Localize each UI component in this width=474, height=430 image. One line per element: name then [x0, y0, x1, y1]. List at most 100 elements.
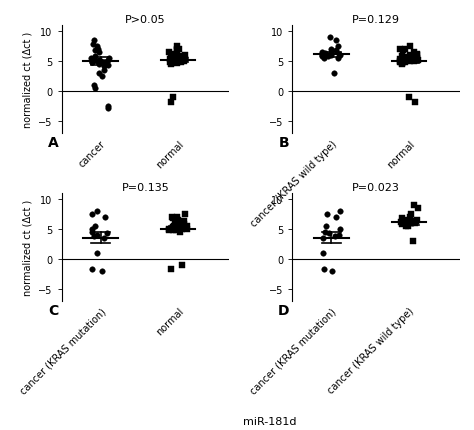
Point	[405, 94, 412, 101]
Point	[178, 224, 186, 230]
Point	[401, 57, 409, 64]
Point	[322, 51, 329, 58]
Point	[171, 57, 178, 64]
Point	[181, 52, 189, 59]
Point	[406, 52, 414, 59]
Point	[404, 223, 412, 230]
Text: A: A	[47, 136, 58, 150]
Point	[324, 211, 331, 218]
Point	[95, 49, 102, 56]
Point	[168, 214, 176, 221]
Point	[406, 214, 414, 221]
Point	[88, 59, 95, 66]
Point	[173, 222, 181, 229]
Point	[396, 59, 404, 66]
Point	[102, 61, 110, 68]
Point	[181, 56, 189, 63]
Point	[336, 52, 344, 59]
Point	[327, 46, 335, 53]
Point	[413, 55, 420, 62]
Point	[407, 55, 415, 62]
Point	[324, 53, 332, 60]
Point	[88, 226, 95, 233]
Point	[397, 219, 405, 226]
Point	[169, 224, 177, 231]
Point	[414, 51, 421, 58]
Point	[405, 55, 413, 62]
Point	[334, 55, 342, 62]
Point	[320, 55, 328, 62]
Point	[98, 58, 105, 65]
Point	[100, 63, 108, 70]
Point	[401, 46, 409, 53]
Point	[104, 62, 111, 69]
Point	[333, 214, 340, 221]
Point	[409, 218, 416, 225]
Point	[104, 57, 111, 64]
Point	[411, 220, 419, 227]
Point	[89, 266, 96, 273]
Point	[335, 232, 343, 239]
Point	[181, 211, 189, 218]
Point	[319, 249, 327, 256]
Y-axis label: normalized ct (Δct ): normalized ct (Δct )	[23, 32, 33, 128]
Point	[104, 230, 111, 237]
Point	[319, 54, 326, 61]
Point	[89, 56, 97, 63]
Point	[410, 56, 418, 63]
Point	[90, 37, 98, 44]
Point	[177, 59, 184, 66]
Point	[414, 57, 421, 64]
Point	[409, 54, 416, 61]
Point	[169, 59, 176, 66]
Point	[95, 71, 103, 77]
Point	[180, 58, 187, 65]
Point	[172, 52, 179, 59]
Point	[328, 49, 335, 56]
Point	[169, 227, 176, 233]
Point	[101, 214, 109, 221]
Point	[101, 59, 109, 66]
Point	[180, 225, 187, 232]
Point	[95, 57, 103, 64]
Point	[176, 223, 183, 230]
Point	[173, 227, 180, 234]
Point	[168, 51, 175, 58]
Point	[401, 59, 409, 66]
Point	[402, 55, 410, 61]
Point	[183, 226, 191, 233]
Point	[410, 49, 418, 56]
Point	[88, 59, 96, 66]
Point	[332, 48, 339, 55]
Point	[170, 223, 178, 230]
Point	[183, 223, 191, 230]
Title: P=0.023: P=0.023	[352, 182, 400, 192]
Point	[93, 58, 101, 65]
Point	[106, 55, 113, 62]
Point	[90, 82, 98, 89]
Point	[173, 46, 181, 53]
Point	[406, 43, 414, 50]
Point	[398, 215, 405, 222]
Point	[328, 52, 335, 59]
Point	[320, 266, 328, 273]
Point	[169, 57, 177, 64]
Point	[172, 220, 179, 227]
Point	[95, 61, 103, 68]
Point	[319, 49, 326, 56]
Point	[320, 52, 328, 58]
Point	[168, 55, 175, 61]
Point	[174, 58, 182, 64]
Point	[407, 220, 415, 227]
Point	[410, 202, 418, 209]
Point	[104, 103, 111, 110]
Text: C: C	[48, 303, 58, 317]
Point	[178, 226, 186, 233]
Point	[403, 217, 410, 224]
Text: B: B	[279, 136, 289, 150]
Point	[171, 226, 178, 233]
Point	[173, 214, 181, 221]
Text: miR-181d: miR-181d	[244, 416, 297, 426]
Point	[169, 55, 177, 62]
Point	[173, 48, 181, 55]
